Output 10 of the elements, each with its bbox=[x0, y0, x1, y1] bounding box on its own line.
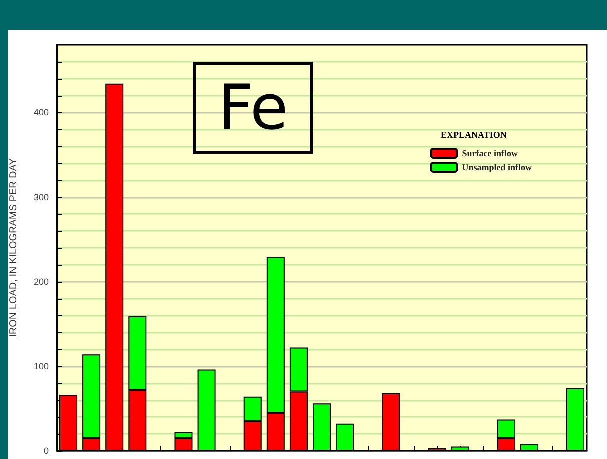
legend-label: Unsampled inflow bbox=[462, 162, 532, 172]
y-axis-title: IRON LOAD, IN KILOGRAMS PER DAY bbox=[8, 158, 20, 338]
legend-label: Surface inflow bbox=[462, 148, 518, 158]
annotation: Fe bbox=[193, 62, 314, 154]
y-tick-label: 100 bbox=[34, 361, 49, 372]
y-tick-label: 200 bbox=[34, 276, 49, 287]
y-tick-label: 400 bbox=[34, 108, 49, 118]
y-tick-label: 0 bbox=[44, 446, 49, 456]
legend-title: EXPLANATION bbox=[441, 130, 507, 140]
y-tick-label: 300 bbox=[34, 192, 49, 202]
